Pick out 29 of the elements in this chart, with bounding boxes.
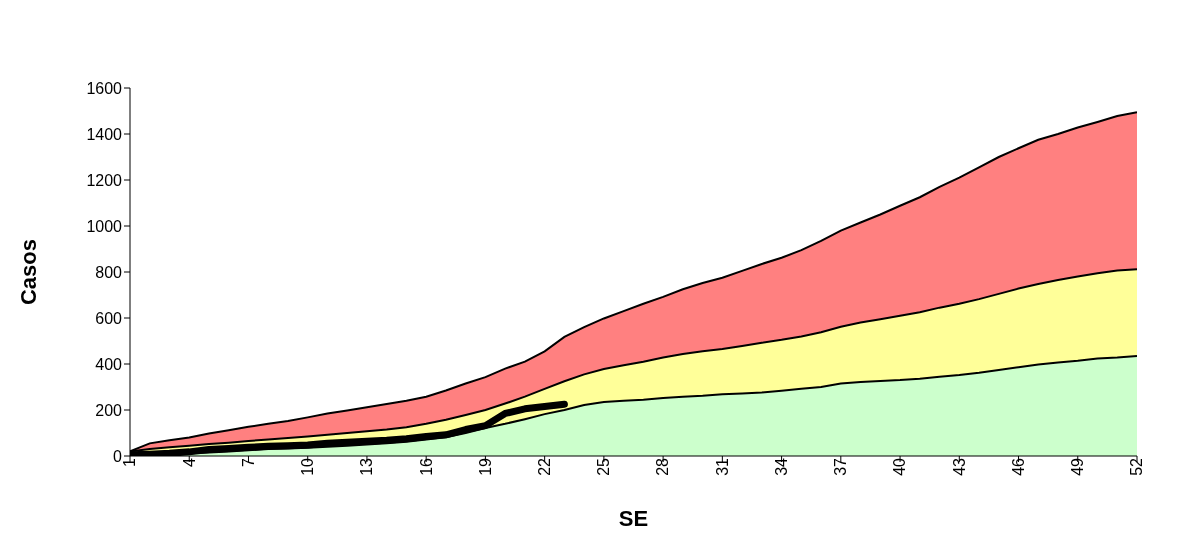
x-tick-label: 37: [832, 457, 850, 476]
x-tick-label: 31: [713, 457, 731, 476]
y-tick-label: 1000: [86, 217, 123, 235]
x-tick-label: 28: [654, 457, 672, 476]
y-tick-label: 1600: [86, 79, 123, 97]
x-tick-label: 10: [299, 457, 317, 476]
y-tick-label: 0: [113, 447, 123, 465]
y-tick-label: 1200: [86, 171, 123, 189]
x-tick-label: 52: [1128, 457, 1146, 476]
y-axis-title: Casos: [15, 238, 41, 306]
x-tick-label: 34: [772, 457, 790, 476]
x-tick-label: 46: [1009, 457, 1027, 476]
x-tick-label: 22: [536, 457, 554, 476]
x-tick-label: 16: [417, 457, 435, 476]
y-tick-label: 800: [95, 263, 123, 281]
x-tick-label: 25: [595, 457, 613, 476]
x-tick-label: 13: [358, 457, 376, 476]
x-tick-label: 43: [950, 457, 968, 476]
y-tick-label: 200: [95, 401, 123, 419]
y-tick-label: 600: [95, 309, 123, 327]
y-tick-label: 1400: [86, 125, 123, 143]
x-tick-label: 49: [1069, 457, 1087, 476]
x-tick-label: 4: [180, 457, 198, 467]
x-axis-title: SE: [618, 506, 649, 531]
x-tick-label: 40: [891, 457, 909, 476]
x-tick-label: 7: [239, 457, 257, 467]
x-tick-label: 1: [121, 457, 139, 467]
x-tick-label: 19: [476, 457, 494, 476]
y-tick-label: 400: [95, 355, 123, 373]
